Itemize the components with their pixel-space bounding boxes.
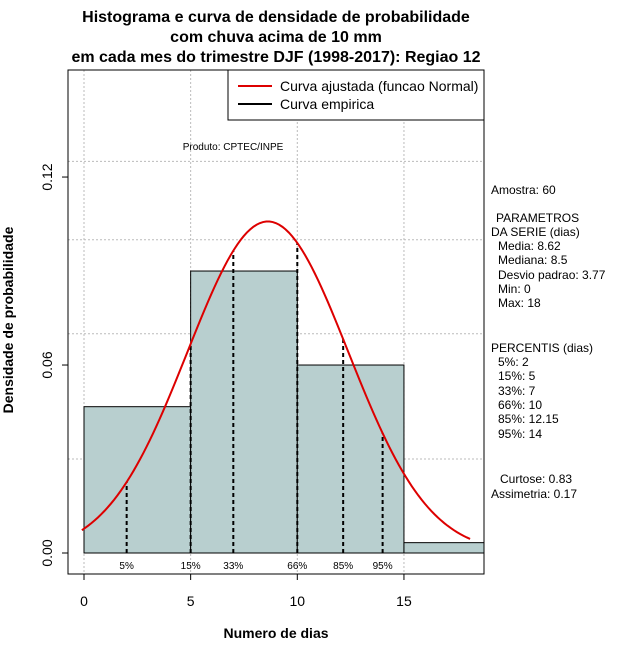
percentile-label-2: 33% — [223, 561, 243, 572]
y-tick-label-2: 0.12 — [39, 163, 55, 190]
stat-p66: 66%: 10 — [498, 398, 542, 412]
stat-params-title-2: DA SERIE (dias) — [491, 225, 580, 239]
chart-title-line-1: Histograma e curva de densidade de proba… — [82, 9, 470, 26]
percentile-label-0: 5% — [119, 561, 134, 572]
chart-title-line-3: em cada mes do trimestre DJF (1998-2017)… — [71, 49, 480, 66]
bars-layer — [83, 270, 485, 554]
x-tick-label-2: 10 — [290, 593, 306, 609]
x-tick-label-0: 0 — [80, 593, 88, 609]
stat-params-title-1: PARAMETROS — [496, 211, 579, 225]
legend-box — [227, 69, 485, 121]
y-tick-label-1: 0.06 — [39, 351, 55, 378]
stat-mediana: Mediana: 8.5 — [498, 253, 568, 267]
bar-1 — [190, 270, 298, 554]
stat-p33: 33%: 7 — [498, 384, 536, 398]
x-tick-label-1: 5 — [187, 593, 195, 609]
curve-layer — [81, 220, 471, 540]
percentile-label-5: 95% — [373, 561, 393, 572]
axes-layer: 0 5 10 15 0.00 0.06 0.12 — [39, 163, 412, 609]
x-axis-title: Numero de dias — [223, 625, 328, 641]
stat-p15: 15%: 5 — [498, 369, 536, 383]
bar-2 — [296, 364, 405, 554]
stat-min: Min: 0 — [498, 282, 531, 296]
stat-desvio: Desvio padrao: 3.77 — [498, 268, 606, 282]
stats-panel: Amostra: 60 PARAMETROS DA SERIE (dias) M… — [491, 183, 606, 501]
percentile-label-3: 66% — [287, 561, 307, 572]
stat-media: Media: 8.62 — [498, 239, 561, 253]
legend-label-empirical: Curva empirica — [280, 96, 374, 112]
y-axis-title: Densidade de probabilidade — [0, 226, 16, 413]
stat-assimetria: Assimetria: 0.17 — [491, 487, 577, 501]
stat-percentis-title: PERCENTIS (dias) — [491, 341, 593, 355]
legend: Curva ajustada (funcao Normal) Curva emp… — [227, 69, 485, 121]
stat-curtose: Curtose: 0.83 — [500, 472, 572, 486]
chart-title-line-2: com chuva acima de 10 mm — [170, 29, 382, 46]
stat-p85: 85%: 12.15 — [498, 412, 559, 426]
stat-sample: Amostra: 60 — [491, 183, 556, 197]
stat-max: Max: 18 — [498, 296, 541, 310]
bar-0 — [83, 406, 192, 554]
normal-curve — [81, 220, 471, 540]
percentile-label-1: 15% — [181, 561, 201, 572]
legend-label-normal: Curva ajustada (funcao Normal) — [280, 78, 478, 94]
percentile-layer: 5% 15% 33% 66% 85% 95% — [119, 242, 393, 572]
stat-p5: 5%: 2 — [498, 355, 529, 369]
x-tick-label-3: 15 — [396, 593, 412, 609]
percentile-label-4: 85% — [333, 561, 353, 572]
y-tick-label-0: 0.00 — [39, 539, 55, 566]
bar-3 — [403, 542, 485, 554]
stat-p95: 95%: 14 — [498, 427, 542, 441]
product-annotation: Produto: CPTEC/INPE — [183, 142, 284, 153]
